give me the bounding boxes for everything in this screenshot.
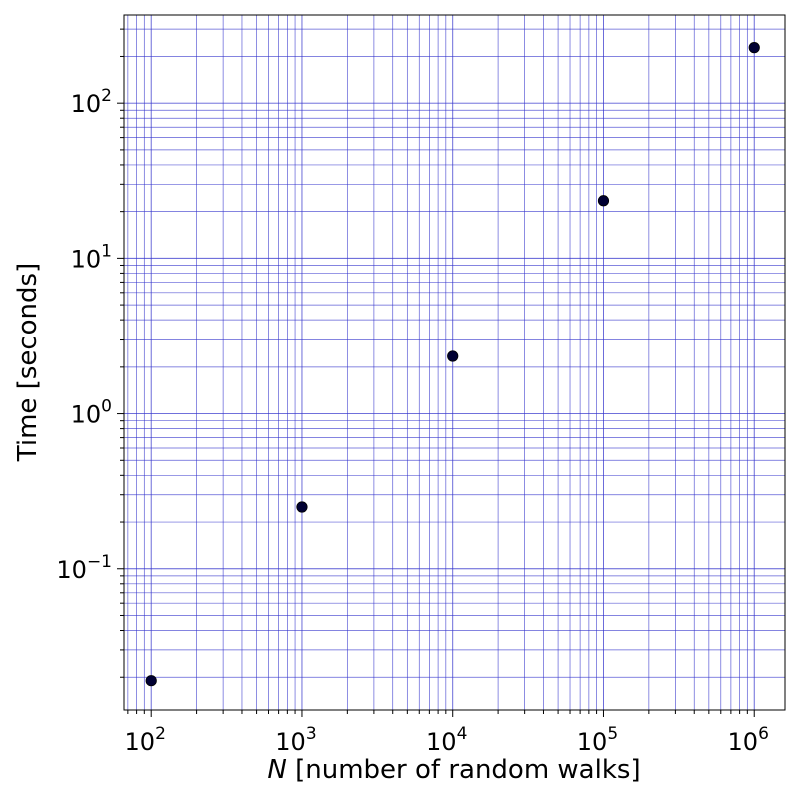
x-tick-exponent: 6 xyxy=(758,724,769,744)
y-tick-base: 10 xyxy=(71,401,102,429)
x-tick-exponent: 4 xyxy=(457,724,468,744)
y-tick-base: 10 xyxy=(71,90,102,118)
x-tick-label: 102 xyxy=(125,724,166,756)
y-tick-label: 102 xyxy=(71,86,112,118)
tick-marks xyxy=(117,28,755,717)
x-tick-exponent: 2 xyxy=(155,724,166,744)
y-tick-exponent: −1 xyxy=(87,552,112,572)
x-tick-label: 106 xyxy=(728,724,769,756)
data-point xyxy=(447,350,459,362)
x-tick-base: 10 xyxy=(125,728,156,756)
y-tick-exponent: 1 xyxy=(101,241,112,261)
grid-lines xyxy=(124,15,785,710)
x-tick-exponent: 3 xyxy=(306,724,317,744)
x-axis-symbol: N xyxy=(267,755,286,785)
data-point xyxy=(748,42,760,54)
data-point xyxy=(145,675,157,687)
x-tick-base: 10 xyxy=(426,728,457,756)
y-tick-base: 10 xyxy=(71,245,102,273)
x-tick-base: 10 xyxy=(577,728,608,756)
y-axis-label: Time [seconds] xyxy=(13,263,43,462)
y-tick-exponent: 0 xyxy=(101,397,112,417)
x-tick-labels: 102 103 104 105 106 xyxy=(125,724,769,756)
x-tick-exponent: 5 xyxy=(607,724,618,744)
x-axis-label: N [number of random walks] xyxy=(267,755,640,785)
y-tick-label: 101 xyxy=(71,241,112,273)
x-tick-label: 105 xyxy=(577,724,618,756)
x-tick-label: 103 xyxy=(275,724,316,756)
x-axis-text: [number of random walks] xyxy=(287,755,641,785)
x-tick-base: 10 xyxy=(275,728,306,756)
y-tick-label: 100 xyxy=(71,397,112,429)
y-tick-label: 10−1 xyxy=(56,552,112,584)
x-tick-base: 10 xyxy=(728,728,759,756)
y-tick-base: 10 xyxy=(56,556,87,584)
data-points xyxy=(145,42,760,687)
data-point xyxy=(296,501,308,513)
x-tick-label: 104 xyxy=(426,724,467,756)
y-tick-exponent: 2 xyxy=(101,86,112,106)
data-point xyxy=(597,195,610,207)
plot-frame xyxy=(123,14,786,711)
